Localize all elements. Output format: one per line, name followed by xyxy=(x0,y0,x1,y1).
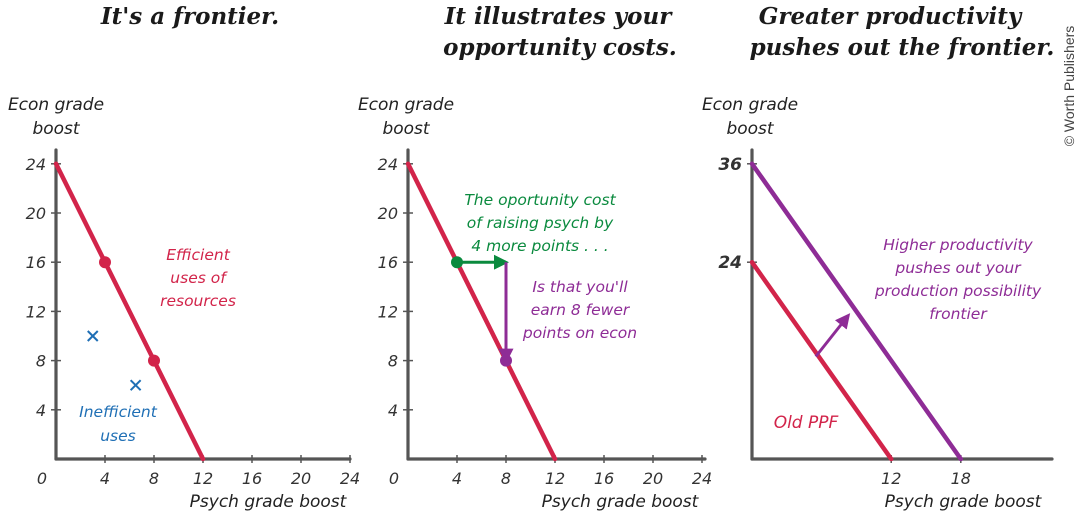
x-tick-label: 12 xyxy=(193,469,213,488)
arrow-1 xyxy=(814,313,851,358)
panel2-marks xyxy=(405,161,558,462)
panel3-title-line2: pushes out the frontier. xyxy=(750,34,1055,61)
efficient-label-line1: Efficient xyxy=(166,246,230,264)
x-tick-label: 0 xyxy=(37,469,47,488)
credit-text: © Worth Publishers xyxy=(1061,26,1077,147)
panel3-xlabel: Psych grade boost xyxy=(885,492,1043,512)
y-tick-label: 8 xyxy=(388,352,398,371)
data-point-dot xyxy=(500,354,512,367)
y-tick-label: 20 xyxy=(26,204,46,223)
panel-opportunity-cost: It illustrates your opportunity costs. E… xyxy=(358,3,712,512)
x-marker-stroke xyxy=(129,379,142,391)
ppf-line-1 xyxy=(405,161,558,462)
panel1-annotation-inefficient: Inefficient uses xyxy=(79,403,158,445)
data-point-dot xyxy=(451,256,463,269)
productivity-label-line4: frontier xyxy=(929,305,988,323)
opportunity-label-line3: 4 more points . . . xyxy=(471,237,608,255)
x-tick-label: 8 xyxy=(149,469,159,488)
x-tick-label: 24 xyxy=(340,469,360,488)
y-tick-label: 4 xyxy=(388,401,398,420)
x-tick-label: 20 xyxy=(643,469,663,488)
y-tick-label: 12 xyxy=(378,302,398,321)
y-tick-label: 16 xyxy=(26,253,46,272)
panel2-xlabel: Psych grade boost xyxy=(542,492,700,512)
econ-loss-label-line1: Is that you'll xyxy=(532,278,628,296)
panel3-ylabel-line1: Econ grade xyxy=(702,95,798,115)
y-tick-label: 16 xyxy=(378,253,398,272)
panel2-title-line2: opportunity costs. xyxy=(443,34,677,61)
panel3-tick-labels: 12 18 24 36 xyxy=(718,155,971,488)
inefficient-label-line2: uses xyxy=(100,427,136,445)
data-point-x xyxy=(87,330,99,342)
x-tick-label: 20 xyxy=(291,469,311,488)
panel1-annotation-efficient: Efficient uses of resources xyxy=(160,246,236,310)
panel2-title-line1: It illustrates your xyxy=(444,3,674,30)
x-tick-label: 12 xyxy=(881,469,901,488)
panel1-title-line1: It's a frontier. xyxy=(100,3,279,30)
x-marker-stroke xyxy=(87,330,99,342)
x-tick-label: 12 xyxy=(545,469,565,488)
panel1-tick-labels: 0 4 8 12 16 20 24 4 8 12 16 20 24 xyxy=(26,155,361,488)
productivity-label-line2: pushes out your xyxy=(894,259,1022,277)
x-tick-label: 24 xyxy=(692,469,712,488)
ppf-line-1 xyxy=(53,161,206,462)
panel3-annotation-higher-productivity: Higher productivity pushes out your prod… xyxy=(874,236,1042,323)
y-tick-label: 24 xyxy=(26,155,46,174)
old-ppf-label: Old PPF xyxy=(774,413,839,433)
x-tick-label: 18 xyxy=(951,469,971,488)
data-point-dot xyxy=(148,354,160,367)
x-tick-label: 0 xyxy=(389,469,399,488)
productivity-label-line1: Higher productivity xyxy=(883,236,1033,254)
y-tick-label: 8 xyxy=(36,352,46,371)
panel1-ylabel-line1: Econ grade xyxy=(8,95,104,115)
panel3-ylabel-line2: boost xyxy=(726,119,774,139)
y-tick-label: 24 xyxy=(378,155,398,174)
ppf-line-2 xyxy=(749,161,964,462)
productivity-label-line3: production possibility xyxy=(874,282,1042,300)
opportunity-label-line2: of raising psych by xyxy=(467,214,614,232)
panel2-ylabel-line1: Econ grade xyxy=(358,95,454,115)
inefficient-label-line1: Inefficient xyxy=(79,403,158,421)
panel-frontier: It's a frontier. Econ grade boost Psych … xyxy=(8,3,360,512)
ppf-line-1 xyxy=(749,259,894,462)
panel2-ylabel-line2: boost xyxy=(382,119,430,139)
opportunity-label-line1: The oportunity cost xyxy=(464,191,616,209)
panel1-marks xyxy=(53,161,206,462)
data-point-x xyxy=(129,379,142,391)
data-point-dot xyxy=(99,256,111,269)
panel1-xlabel: Psych grade boost xyxy=(190,492,348,512)
panel2-annotation-opportunity: The oportunity cost of raising psych by … xyxy=(464,191,616,255)
y-tick-label: 4 xyxy=(36,401,46,420)
econ-loss-label-line3: points on econ xyxy=(522,324,637,342)
panel1-ylabel-line2: boost xyxy=(32,119,80,139)
panel2-tick-labels: 0 4 8 12 16 20 24 4 8 12 16 20 24 xyxy=(378,155,713,488)
panel3-title-line1: Greater productivity xyxy=(759,3,1023,30)
x-tick-label: 8 xyxy=(501,469,511,488)
x-tick-label: 4 xyxy=(452,469,462,488)
x-tick-label: 16 xyxy=(242,469,262,488)
y-tick-label: 20 xyxy=(378,204,398,223)
panel2-annotation-econ-loss: Is that you'll earn 8 fewer points on ec… xyxy=(522,278,637,342)
efficient-label-line3: resources xyxy=(160,292,236,310)
y-tick-label: 12 xyxy=(26,302,46,321)
efficient-label-line2: uses of xyxy=(170,269,228,287)
y-tick-label: 24 xyxy=(718,253,742,273)
econ-loss-label-line2: earn 8 fewer xyxy=(531,301,631,319)
panel3-marks xyxy=(749,161,964,462)
x-tick-label: 16 xyxy=(594,469,614,488)
panel-productivity: Greater productivity pushes out the fron… xyxy=(702,3,1054,512)
x-tick-label: 4 xyxy=(100,469,110,488)
y-tick-label: 36 xyxy=(718,155,742,175)
